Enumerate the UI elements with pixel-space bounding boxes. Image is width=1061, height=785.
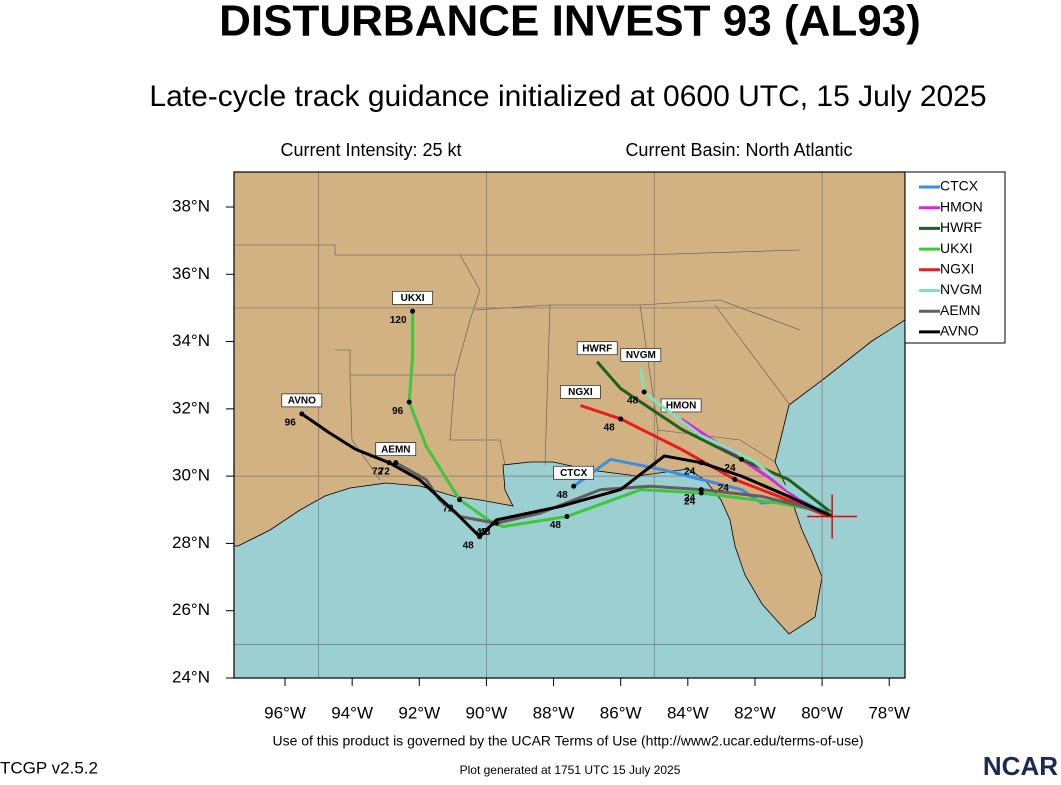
x-tick-label: 82°W bbox=[734, 703, 776, 722]
x-tick-label: 86°W bbox=[600, 703, 642, 722]
track-point bbox=[641, 389, 647, 395]
track-tag bbox=[560, 385, 601, 399]
track-tag-label: AEMN bbox=[381, 444, 410, 455]
track bbox=[596, 360, 834, 515]
hour-label: 120 bbox=[390, 315, 407, 326]
border bbox=[234, 244, 481, 376]
x-tick-label: 90°W bbox=[466, 703, 508, 722]
track-point bbox=[618, 416, 624, 422]
track-tag bbox=[281, 393, 323, 408]
track-point bbox=[299, 411, 305, 417]
track-point bbox=[698, 487, 704, 493]
y-tick-label: 36°N bbox=[172, 264, 210, 283]
x-tick-label: 80°W bbox=[801, 703, 843, 722]
track-point bbox=[477, 534, 483, 540]
hour-label: 72 bbox=[379, 466, 391, 477]
subtitle: Late-cycle track guidance initialized at… bbox=[149, 80, 986, 113]
legend-label: NVGM bbox=[940, 281, 982, 297]
track-tag-label: HWRF bbox=[582, 343, 612, 354]
border bbox=[460, 249, 801, 256]
track-point bbox=[393, 460, 399, 466]
x-tick-label: 96°W bbox=[264, 703, 306, 722]
hour-label: 24 bbox=[724, 463, 736, 474]
y-tick-label: 34°N bbox=[172, 331, 210, 350]
map-frame bbox=[233, 171, 906, 679]
track-tag-label: NGXI bbox=[568, 387, 593, 398]
track-point bbox=[698, 460, 704, 466]
x-tick-label: 84°W bbox=[667, 703, 709, 722]
hour-label: 24 bbox=[718, 483, 730, 494]
legend-label: HMON bbox=[940, 198, 983, 214]
tracks: 48CTCXHMON24HWRF1209672484824UKXI4824NGX… bbox=[281, 290, 858, 551]
hour-label: 72 bbox=[372, 466, 384, 477]
track-point bbox=[410, 308, 416, 314]
y-tick-label: 28°N bbox=[172, 533, 210, 552]
legend-label: CTCX bbox=[940, 178, 979, 194]
y-tick-label: 30°N bbox=[172, 466, 210, 485]
track-tag bbox=[576, 341, 618, 356]
track-tag bbox=[620, 348, 662, 362]
legend-entries: CTCX HMON HWRF UKXI NGXI NVGM AEMN AVNO bbox=[919, 178, 983, 339]
track-point bbox=[732, 477, 738, 483]
legend-label: HWRF bbox=[940, 219, 982, 235]
basin: Current Basin: North Atlantic bbox=[625, 140, 852, 160]
track-tag bbox=[553, 465, 594, 480]
legend-label: AEMN bbox=[940, 302, 980, 318]
y-tick-label: 38°N bbox=[172, 196, 210, 215]
track-point bbox=[406, 399, 412, 405]
track-tag-label: NVGM bbox=[626, 350, 656, 361]
axes: 96°W 94°W 92°W 90°W 88°W 86°W 84°W 82°W 80°W 78°W… bbox=[172, 196, 910, 722]
version: TCGP v2.5.2 bbox=[0, 758, 98, 777]
legend-label: UKXI bbox=[940, 240, 973, 256]
hour-label: 48 bbox=[557, 490, 569, 501]
y-tick-label: 26°N bbox=[172, 600, 210, 619]
logo: NCAR bbox=[983, 751, 1058, 780]
track-point bbox=[386, 460, 392, 466]
border bbox=[544, 304, 791, 471]
x-tick-label: 94°W bbox=[331, 703, 373, 722]
hour-label: 48 bbox=[627, 396, 639, 407]
track-tag-label: HMON bbox=[666, 401, 697, 412]
hour-label: 48 bbox=[476, 527, 488, 538]
legend bbox=[904, 171, 1006, 344]
track-point bbox=[564, 514, 570, 520]
track-tag-label: AVNO bbox=[288, 396, 316, 407]
track-tag-label: CTCX bbox=[560, 468, 588, 479]
track-point bbox=[457, 497, 463, 503]
hour-label: 48 bbox=[604, 423, 616, 434]
hour-label: 48 bbox=[463, 540, 475, 551]
hour-label: 96 bbox=[285, 418, 297, 429]
legend-label: NGXI bbox=[940, 261, 974, 277]
intensity: Current Intensity: 25 kt bbox=[280, 140, 461, 160]
y-tick-label: 24°N bbox=[172, 667, 210, 686]
legend-label: AVNO bbox=[940, 323, 979, 339]
track-point bbox=[739, 456, 745, 462]
hour-label: 96 bbox=[392, 406, 404, 417]
track-tag-label: UKXI bbox=[401, 293, 425, 304]
hour-label: 24 bbox=[684, 493, 696, 504]
track-point bbox=[571, 483, 577, 489]
track-tag bbox=[392, 290, 433, 305]
borders bbox=[234, 244, 801, 481]
track bbox=[300, 412, 833, 539]
x-tick-label: 92°W bbox=[398, 703, 440, 722]
y-tick-label: 32°N bbox=[172, 398, 210, 417]
title: DISTURBANCE INVEST 93 (AL93) bbox=[219, 0, 921, 46]
hour-label: 24 bbox=[684, 466, 696, 477]
grid bbox=[234, 172, 905, 678]
track bbox=[572, 457, 830, 515]
terms: Use of this product is governed by the U… bbox=[272, 733, 863, 749]
track-tag bbox=[375, 442, 417, 456]
border bbox=[349, 374, 506, 481]
generated: Plot generated at 1751 UTC 15 July 2025 bbox=[460, 763, 681, 777]
hour-label: 48 bbox=[550, 520, 562, 531]
x-tick-label: 88°W bbox=[533, 703, 575, 722]
map-background bbox=[233, 172, 906, 679]
x-tick-label: 78°W bbox=[868, 703, 910, 722]
hour-label: 24 bbox=[684, 497, 696, 508]
